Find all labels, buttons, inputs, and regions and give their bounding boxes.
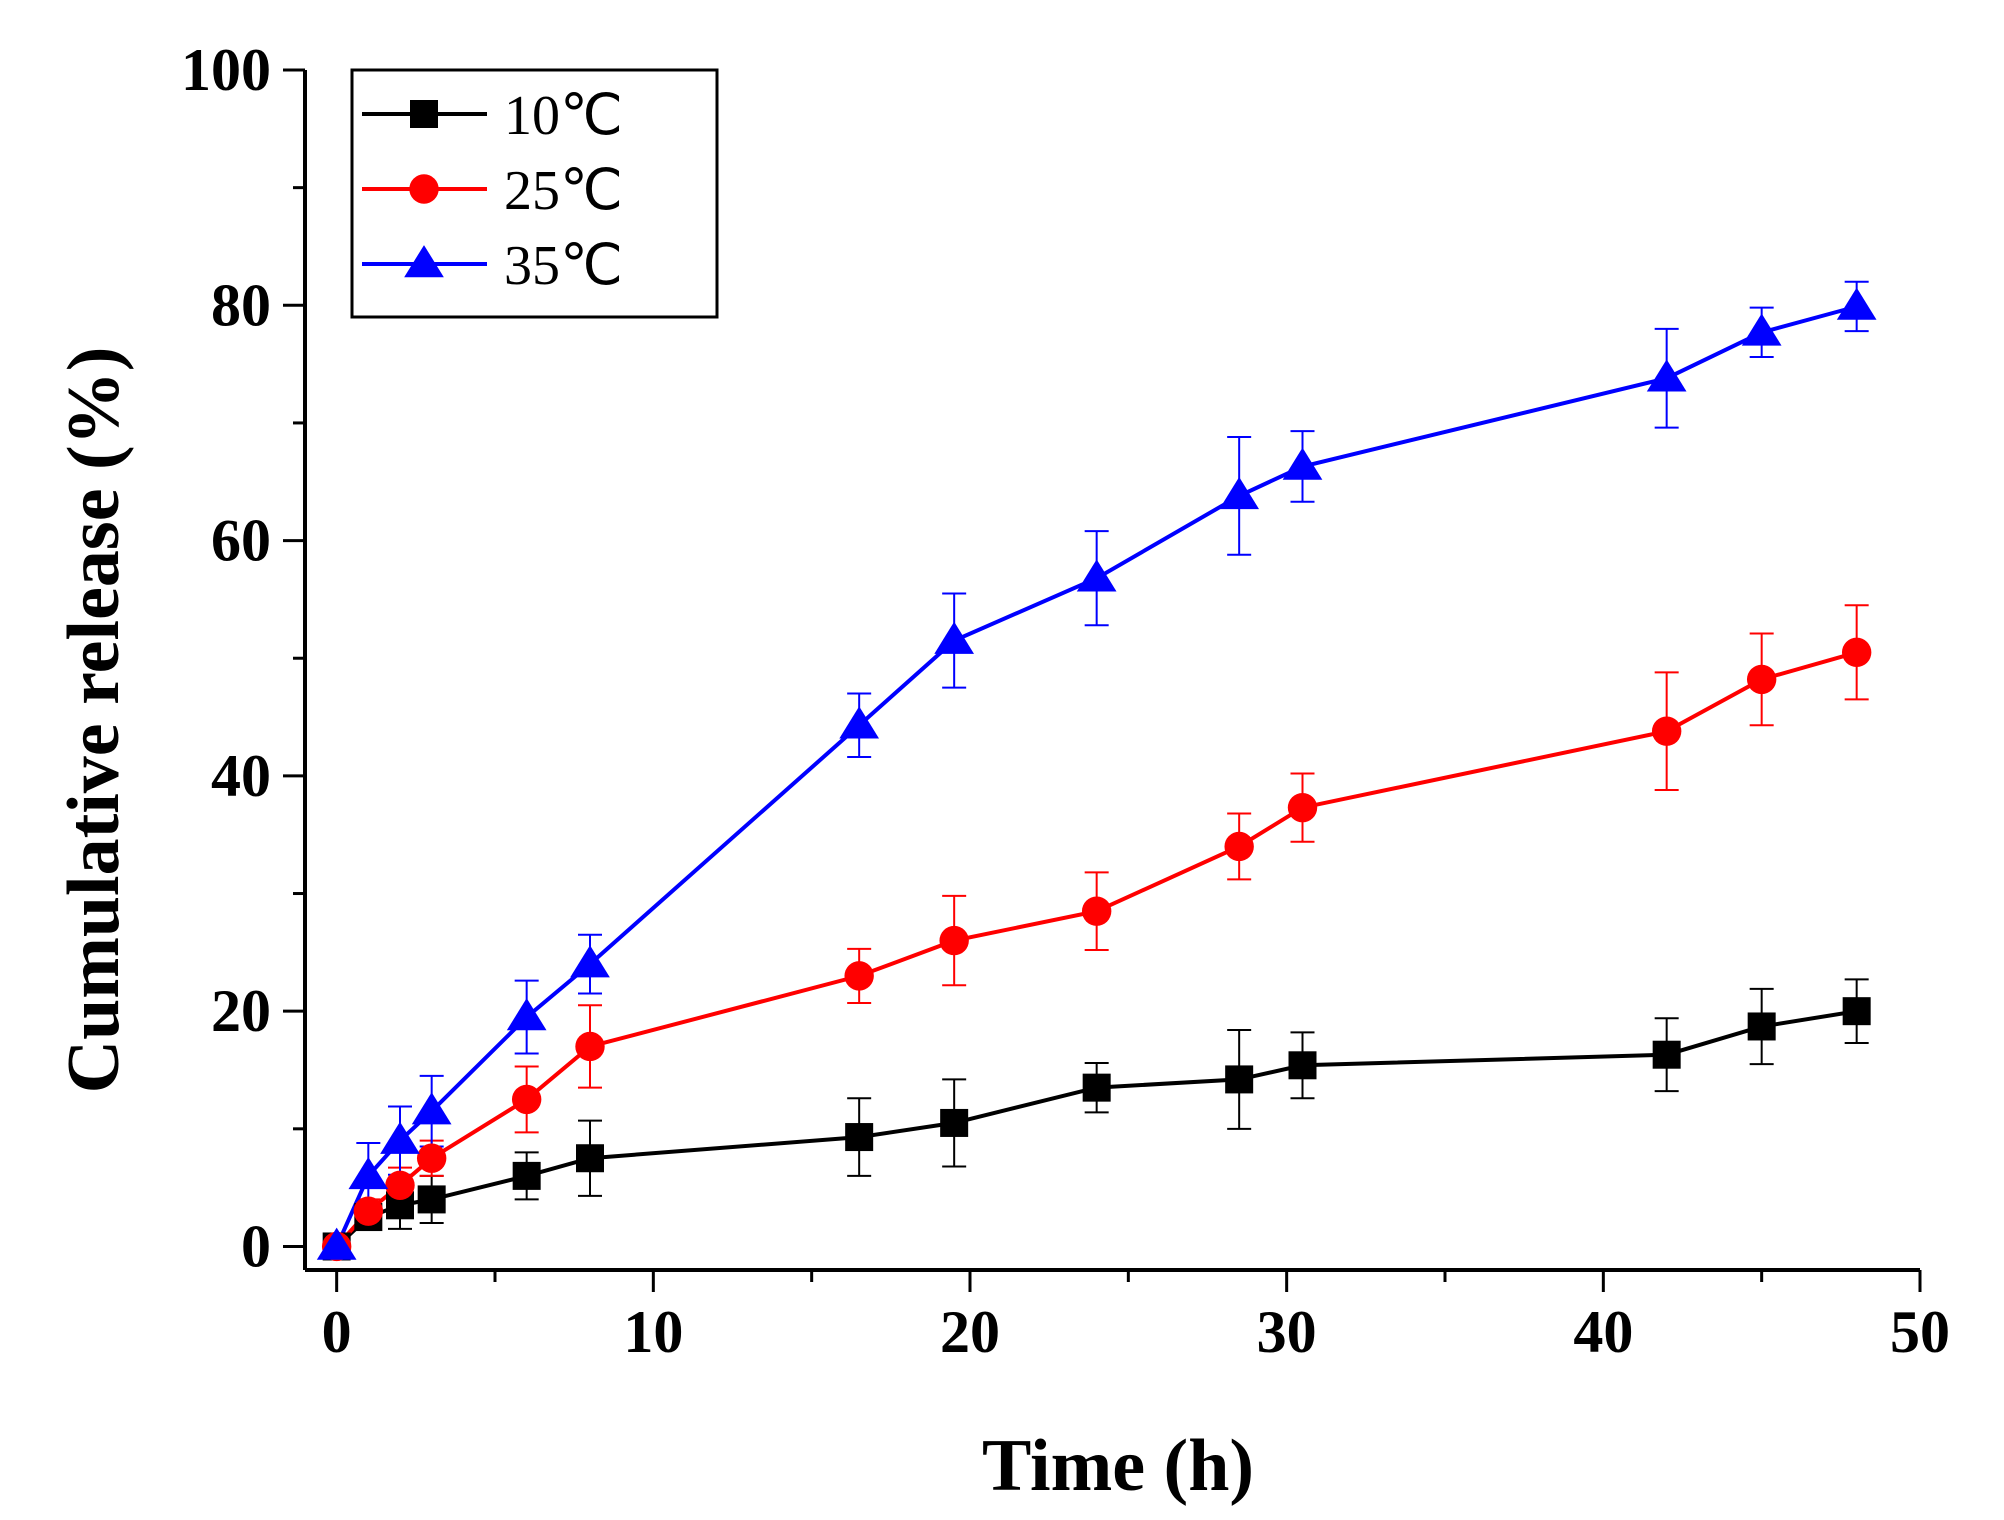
y-tick-label: 20 <box>211 978 271 1044</box>
legend-marker <box>410 100 438 128</box>
data-point <box>845 1123 874 1152</box>
data-point <box>576 1144 604 1173</box>
data-point <box>1841 637 1872 668</box>
legend-label: 10℃ <box>504 85 623 147</box>
legend-marker <box>409 174 439 204</box>
data-point <box>570 945 610 978</box>
data-point <box>1224 831 1254 862</box>
data-point <box>1288 1051 1317 1080</box>
series-markers <box>316 287 1877 1262</box>
data-point <box>385 1170 415 1200</box>
axes: 0 10 20 30 40 50 0 20 40 60 80 100 <box>181 37 1950 1365</box>
y-tick-label: 60 <box>211 508 271 574</box>
y-tick-label: 100 <box>181 37 271 103</box>
data-point <box>511 1084 542 1115</box>
data-point <box>380 1121 420 1154</box>
data-point <box>934 621 975 654</box>
data-point <box>1082 1073 1111 1102</box>
legend-marker <box>404 245 444 278</box>
y-tick-label: 80 <box>211 272 271 338</box>
legend-label: 35℃ <box>504 235 623 297</box>
data-point <box>1747 1012 1776 1041</box>
series-line <box>335 1009 1858 1248</box>
y-axis-title: Cumulative release (%) <box>53 347 135 1094</box>
data-point <box>316 1227 357 1260</box>
data-point <box>353 1196 384 1226</box>
x-tick-label: 20 <box>940 1299 1000 1365</box>
data-point <box>411 1092 452 1125</box>
x-tick-label: 10 <box>623 1299 683 1365</box>
x-axis-title: Time (h) <box>982 1425 1254 1507</box>
data-point <box>348 1156 389 1190</box>
data-point <box>1836 287 1877 320</box>
y-tick-label: 40 <box>211 743 271 809</box>
data-point <box>1282 447 1323 480</box>
data-point <box>1651 716 1682 746</box>
data-point <box>575 1031 605 1062</box>
data-point <box>839 706 880 739</box>
data-point <box>844 961 874 991</box>
data-point <box>1652 1040 1681 1069</box>
x-tick-label: 40 <box>1573 1299 1633 1365</box>
data-point <box>1225 1065 1254 1094</box>
data-point <box>416 1143 447 1173</box>
data-point <box>1076 559 1117 592</box>
data-point <box>512 1161 541 1190</box>
data-point <box>1081 896 1112 926</box>
x-tick-label: 0 <box>322 1299 352 1365</box>
x-tick-label: 50 <box>1890 1299 1950 1365</box>
data-point <box>1219 476 1260 510</box>
data-point <box>940 1108 969 1137</box>
data-point <box>1741 313 1782 346</box>
data-point <box>1746 664 1777 695</box>
data-point <box>1842 997 1871 1026</box>
data-point <box>506 998 547 1031</box>
data-point <box>1287 792 1318 823</box>
y-tick-label: 0 <box>241 1213 271 1279</box>
data-point <box>1646 359 1687 392</box>
legend: 10℃ 25℃ 35℃ <box>350 68 719 319</box>
data-point <box>417 1185 446 1214</box>
x-tick-label: 30 <box>1257 1299 1317 1365</box>
data-point <box>939 925 969 956</box>
legend-label: 25℃ <box>504 160 623 222</box>
